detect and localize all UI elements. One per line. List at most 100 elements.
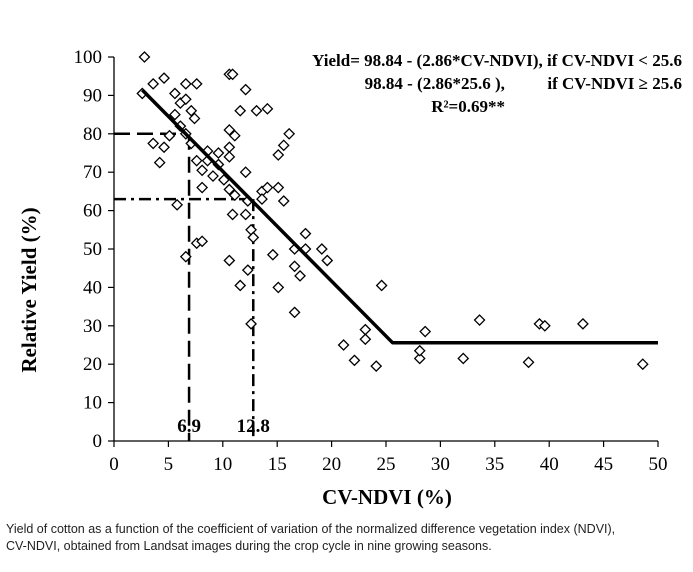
data-point bbox=[277, 139, 290, 152]
data-point bbox=[375, 279, 388, 292]
data-point bbox=[272, 181, 285, 194]
equation-line-2: 98.84 - (2.86*25.6 ), if CV-NDVI ≥ 25.6 bbox=[365, 74, 682, 93]
data-point bbox=[138, 51, 151, 63]
data-point bbox=[190, 77, 203, 90]
y-tick-label: 70 bbox=[83, 162, 102, 183]
y-tick-label: 100 bbox=[74, 47, 103, 68]
x-tick-label: 15 bbox=[268, 454, 287, 475]
data-point bbox=[473, 314, 486, 326]
y-tick-label: 60 bbox=[83, 201, 102, 222]
data-point bbox=[185, 104, 198, 117]
equation-line-3: R²=0.69** bbox=[431, 97, 505, 116]
y-tick-label: 0 bbox=[93, 431, 103, 452]
data-point bbox=[147, 77, 160, 90]
data-point bbox=[169, 108, 181, 121]
y-ticks: 0 10 20 30 40 50 60 70 80 90 100 bbox=[74, 47, 114, 452]
data-point bbox=[228, 129, 241, 142]
data-point bbox=[179, 250, 192, 263]
data-point bbox=[299, 227, 312, 240]
data-point bbox=[234, 279, 247, 292]
data-point bbox=[223, 254, 236, 267]
data-point bbox=[241, 264, 254, 277]
data-point bbox=[169, 87, 181, 100]
x-tick-label: 40 bbox=[540, 454, 559, 475]
data-point bbox=[636, 358, 649, 371]
data-points bbox=[136, 51, 649, 373]
y-tick-label: 10 bbox=[83, 393, 102, 414]
data-point bbox=[294, 269, 306, 282]
data-point bbox=[234, 104, 247, 117]
data-point bbox=[207, 170, 219, 182]
data-point bbox=[272, 281, 285, 294]
reference-label: 12.8 bbox=[237, 416, 270, 437]
data-point bbox=[196, 181, 209, 194]
data-point bbox=[223, 141, 236, 154]
y-tick-label: 90 bbox=[83, 85, 102, 106]
scatter-chart: 0 5 10 15 20 25 30 35 40 45 50 0 10 20 30 40 50 60 70 80 90… bbox=[17, 47, 682, 509]
data-point bbox=[223, 124, 236, 136]
data-point bbox=[188, 112, 201, 125]
data-point bbox=[228, 189, 241, 202]
data-point bbox=[196, 235, 209, 248]
data-point bbox=[283, 127, 296, 140]
data-point bbox=[538, 319, 551, 332]
data-point bbox=[239, 83, 252, 96]
caption-line-2: CV-NDVI, obtained from Landsat images du… bbox=[6, 539, 492, 553]
data-point bbox=[223, 183, 236, 196]
data-point bbox=[212, 147, 225, 159]
equation-annotation: Yield= 98.84 - (2.86*CV-NDVI), if CV-NDV… bbox=[312, 51, 682, 116]
data-point bbox=[277, 195, 290, 207]
data-point bbox=[256, 193, 268, 205]
data-point bbox=[321, 254, 334, 267]
x-tick-label: 30 bbox=[431, 454, 450, 475]
x-tick-label: 20 bbox=[322, 454, 341, 475]
x-tick-label: 10 bbox=[213, 454, 232, 475]
data-point bbox=[250, 104, 263, 117]
figure-caption: Yield of cotton as a function of the coe… bbox=[6, 521, 690, 555]
reference-label: 6.9 bbox=[177, 416, 201, 437]
y-axis-title: Relative Yield (%) bbox=[17, 207, 41, 372]
data-point bbox=[359, 333, 372, 346]
data-point bbox=[288, 260, 301, 273]
data-point bbox=[239, 208, 252, 221]
data-point bbox=[163, 129, 176, 142]
data-point bbox=[413, 344, 426, 357]
data-point bbox=[522, 356, 535, 369]
data-point bbox=[147, 137, 160, 150]
data-point bbox=[359, 323, 372, 336]
data-point bbox=[247, 231, 260, 244]
data-point bbox=[266, 248, 279, 261]
y-tick-label: 50 bbox=[83, 239, 102, 260]
data-point bbox=[419, 325, 432, 338]
x-tick-label: 0 bbox=[109, 454, 119, 475]
data-point bbox=[158, 72, 170, 85]
y-tick-label: 80 bbox=[83, 124, 102, 145]
data-point bbox=[226, 68, 239, 81]
data-point bbox=[272, 149, 285, 161]
reference-lines: 6.9 12.8 bbox=[114, 132, 270, 441]
data-point bbox=[457, 352, 470, 365]
x-axis-title: CV-NDVI (%) bbox=[322, 485, 452, 509]
data-point bbox=[196, 164, 209, 177]
data-point bbox=[370, 360, 383, 373]
equation-line-1: Yield= 98.84 - (2.86*CV-NDVI), if CV-NDV… bbox=[312, 51, 682, 70]
x-tick-label: 35 bbox=[485, 454, 504, 475]
data-point bbox=[223, 150, 236, 163]
x-tick-label: 50 bbox=[649, 454, 668, 475]
y-tick-label: 20 bbox=[83, 354, 102, 375]
data-point bbox=[245, 317, 258, 330]
data-point bbox=[158, 141, 170, 154]
data-point bbox=[171, 198, 184, 211]
x-tick-label: 5 bbox=[164, 454, 174, 475]
data-point bbox=[261, 181, 274, 194]
data-point bbox=[179, 77, 192, 90]
x-ticks: 0 5 10 15 20 25 30 35 40 45 50 bbox=[109, 441, 668, 475]
data-point bbox=[348, 354, 361, 367]
data-point bbox=[413, 352, 426, 365]
data-point bbox=[226, 208, 239, 221]
caption-line-1: Yield of cotton as a function of the coe… bbox=[6, 522, 616, 536]
fit-line bbox=[141, 88, 658, 345]
x-tick-label: 45 bbox=[594, 454, 613, 475]
data-point bbox=[577, 317, 589, 330]
data-point bbox=[179, 93, 192, 106]
